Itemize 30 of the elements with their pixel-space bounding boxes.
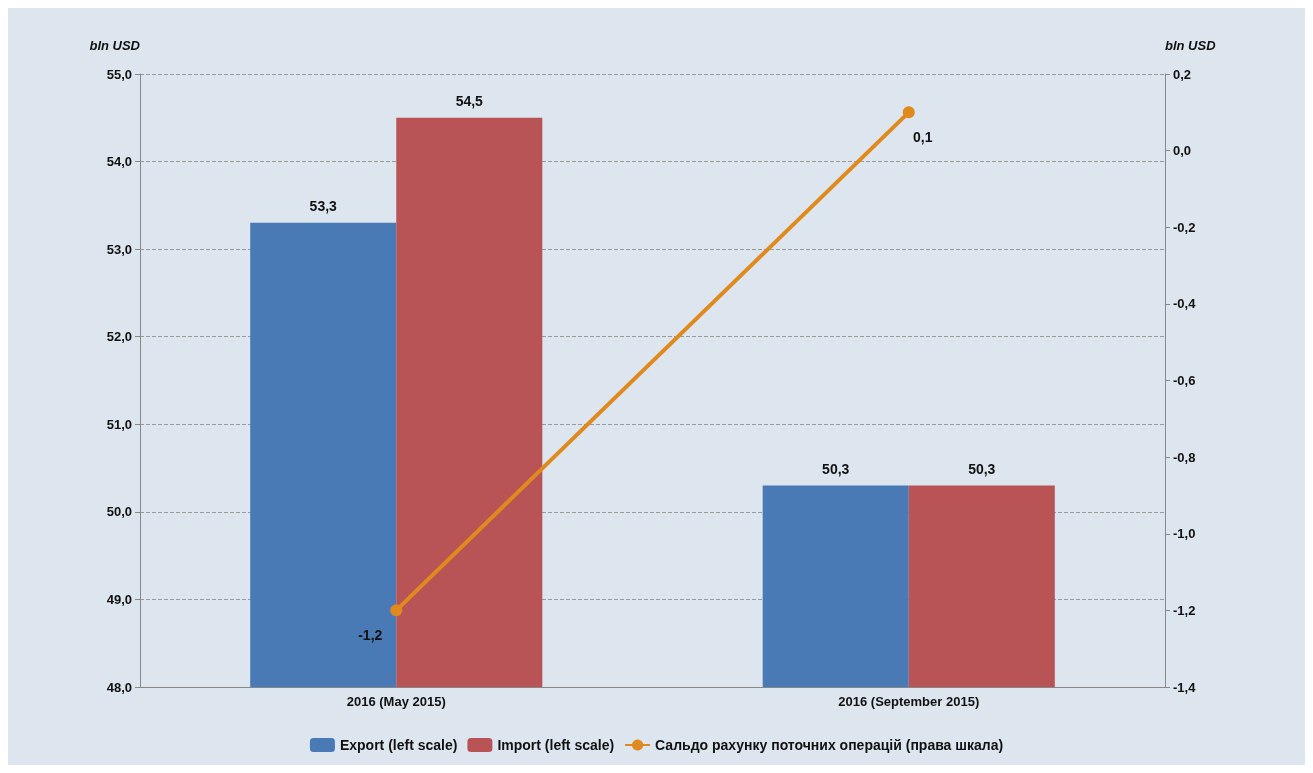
y-tick-label: 50,0 (106, 504, 132, 520)
y-tick-label: 54,0 (106, 154, 132, 170)
y2-tick-label: -0,8 (1173, 449, 1196, 465)
y-tick-label: 49,0 (106, 591, 132, 607)
x-tick-label: 2016 (May 2015) (346, 694, 446, 709)
data-label: 53,3 (309, 197, 338, 214)
y-tick-label: 52,0 (106, 329, 132, 345)
y2-tick-label: -1,2 (1173, 602, 1196, 618)
y-axis-title: bln USD (89, 38, 141, 53)
y2-tick-label: -0,6 (1173, 373, 1196, 388)
data-label: 50,3 (822, 460, 850, 477)
y2-tick-label: -0,2 (1173, 219, 1196, 235)
y-tick-label: 53,0 (106, 241, 132, 257)
y2-tick-label: 0,2 (1173, 66, 1192, 82)
data-label: 50,3 (968, 460, 996, 477)
y2-axis-title: bln USD (1165, 38, 1217, 53)
data-label: 0,1 (913, 129, 933, 146)
legend-label: Import (left scale) (497, 737, 615, 753)
y2-tick-label: 0,0 (1173, 143, 1192, 159)
y2-tick-label: -0,4 (1173, 296, 1197, 312)
y-tick-label: 48,0 (106, 679, 132, 695)
y-tick-label: 51,0 (106, 416, 132, 432)
x-tick-label: 2016 (September 2015) (838, 694, 980, 709)
legend-label: Сальдо рахунку поточних операцій (права шкала) (655, 737, 1004, 753)
data-label: 54,5 (455, 92, 484, 109)
y-tick-label: 55,0 (106, 66, 132, 82)
y2-tick-label: -1,4 (1173, 679, 1197, 695)
y2-tick-label: -1,0 (1173, 526, 1196, 542)
legend-label: Export (left scale) (339, 737, 458, 753)
data-label: -1,2 (358, 627, 383, 644)
